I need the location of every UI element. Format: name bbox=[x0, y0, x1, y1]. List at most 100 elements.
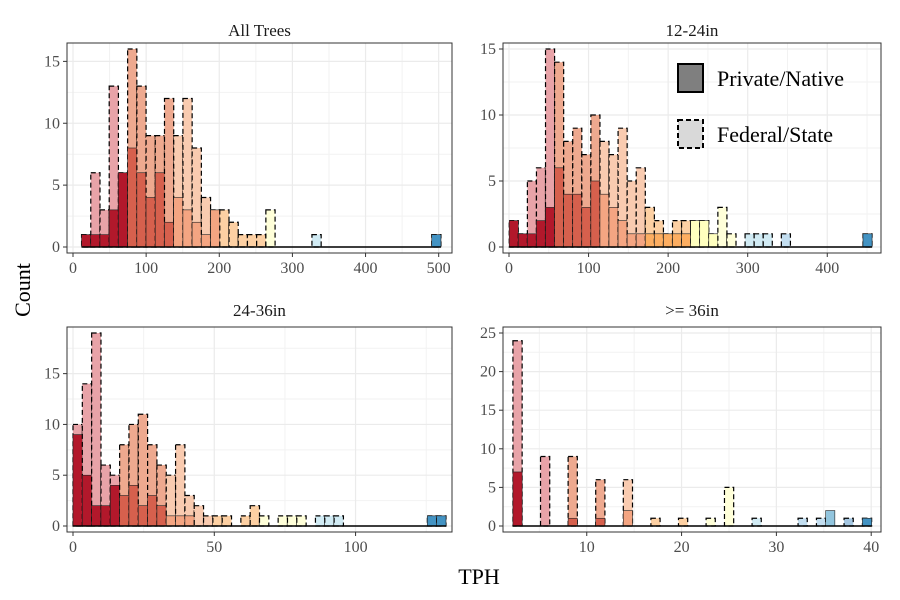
bar-federal-state bbox=[677, 517, 689, 527]
panel-border bbox=[502, 42, 882, 254]
bar-private-native bbox=[110, 485, 120, 527]
y-tick-label: 10 bbox=[44, 416, 60, 433]
bar-private-native bbox=[128, 485, 139, 527]
y-tick-label: 15 bbox=[480, 402, 496, 419]
panel-4: 10 20 30 40 0 5 10 15 20 25 >= 36in bbox=[480, 301, 882, 556]
bar-federal-state bbox=[512, 340, 523, 527]
bar-federal-state bbox=[553, 61, 565, 248]
bar-private-native bbox=[137, 505, 148, 527]
bar-private-native bbox=[210, 209, 221, 248]
bar-federal-state bbox=[212, 515, 223, 527]
bar-federal-state bbox=[277, 515, 289, 527]
bar-federal-state bbox=[650, 517, 661, 527]
bar-federal-state bbox=[324, 515, 335, 527]
x-tick-label: 50 bbox=[206, 539, 222, 556]
bar-private-native bbox=[644, 233, 655, 248]
bar-federal-state bbox=[202, 515, 214, 527]
panel-1: 0 100 200 300 400 500 0 5 10 15 All Trees bbox=[44, 21, 453, 277]
bar-federal-state bbox=[237, 234, 249, 248]
bar-private-native bbox=[72, 434, 83, 527]
bar-private-native bbox=[617, 220, 628, 248]
bar-private-native bbox=[708, 233, 719, 248]
legend-label-private-native: Private/Native bbox=[717, 66, 844, 91]
bar-federal-state bbox=[249, 505, 261, 527]
y-tick-label: 5 bbox=[52, 467, 60, 484]
bar-private-native bbox=[623, 510, 633, 527]
bar-federal-state bbox=[753, 233, 764, 248]
bar-federal-state bbox=[780, 233, 792, 248]
bar-private-native bbox=[145, 197, 156, 248]
bar-private-native bbox=[165, 515, 176, 527]
bar-private-native bbox=[508, 220, 519, 248]
x-tick-label: 10 bbox=[579, 539, 595, 556]
bar-federal-state bbox=[314, 515, 326, 527]
bar-private-native bbox=[672, 233, 682, 248]
x-tick-label: 0 bbox=[69, 539, 77, 556]
bar-private-native bbox=[590, 180, 601, 248]
bar-private-native bbox=[184, 515, 195, 527]
y-tick-label: 15 bbox=[44, 53, 60, 70]
bar-private-native bbox=[175, 515, 186, 527]
bar-private-native bbox=[536, 220, 546, 248]
legend: Private/Native Federal/State bbox=[677, 63, 844, 149]
y-tick-label: 10 bbox=[44, 115, 60, 132]
panel-title: >= 36in bbox=[665, 301, 719, 320]
bar-federal-state bbox=[258, 515, 270, 527]
bar-federal-state bbox=[333, 515, 345, 527]
bar-private-native bbox=[427, 515, 437, 527]
bar-private-native bbox=[191, 221, 202, 248]
y-tick-label: 5 bbox=[488, 173, 496, 190]
bar-federal-state bbox=[265, 209, 276, 248]
bar-private-native bbox=[108, 209, 119, 248]
bar-private-native bbox=[136, 172, 147, 248]
y-tick-label: 0 bbox=[52, 518, 60, 535]
bar-federal-state bbox=[744, 233, 755, 248]
bar-private-native bbox=[862, 517, 872, 527]
bar-federal-state bbox=[296, 515, 307, 527]
bar-federal-state bbox=[228, 221, 239, 248]
bar-private-native bbox=[154, 172, 165, 248]
bar-private-native bbox=[173, 197, 184, 248]
bar-federal-state bbox=[726, 233, 737, 248]
y-tick-label: 10 bbox=[480, 441, 496, 458]
bar-federal-state bbox=[751, 517, 762, 527]
bar-private-native bbox=[663, 233, 673, 248]
bar-private-native bbox=[862, 233, 873, 248]
bar-private-native bbox=[581, 207, 592, 248]
y-tick-label: 25 bbox=[480, 325, 496, 342]
bar-federal-state bbox=[108, 85, 120, 248]
x-tick-label: 0 bbox=[505, 260, 513, 277]
bar-private-native bbox=[156, 505, 167, 527]
bar-private-native bbox=[699, 220, 710, 248]
legend-key-private-native bbox=[677, 63, 704, 93]
bar-federal-state bbox=[797, 517, 808, 527]
bar-private-native bbox=[118, 172, 128, 248]
bar-private-native bbox=[164, 221, 175, 248]
bar-private-native bbox=[201, 234, 211, 248]
bar-private-native bbox=[431, 234, 442, 248]
x-tick-label: 100 bbox=[344, 539, 368, 556]
bar-federal-state bbox=[762, 233, 773, 248]
x-tick-label: 400 bbox=[354, 260, 378, 277]
bar-private-native bbox=[567, 517, 578, 527]
y-tick-label: 5 bbox=[52, 177, 60, 194]
bar-federal-state bbox=[567, 455, 578, 527]
bar-private-native bbox=[527, 233, 537, 248]
y-tick-label: 20 bbox=[480, 364, 496, 381]
x-tick-label: 30 bbox=[768, 539, 784, 556]
bar-private-native bbox=[82, 474, 92, 527]
bar-private-native bbox=[90, 234, 101, 248]
x-tick-label: 200 bbox=[207, 260, 231, 277]
y-tick-label: 0 bbox=[488, 239, 496, 256]
bar-private-native bbox=[554, 167, 564, 248]
bar-private-native bbox=[563, 193, 574, 248]
bar-private-native bbox=[81, 234, 92, 248]
panel-border bbox=[66, 326, 453, 533]
bar-private-native bbox=[545, 207, 555, 248]
y-tick-label: 0 bbox=[52, 239, 60, 256]
panel-title: 12-24in bbox=[666, 21, 719, 40]
bar-private-native bbox=[518, 233, 528, 248]
y-tick-label: 5 bbox=[488, 479, 496, 496]
x-tick-label: 0 bbox=[69, 260, 77, 277]
y-axis-label: Count bbox=[10, 263, 35, 317]
